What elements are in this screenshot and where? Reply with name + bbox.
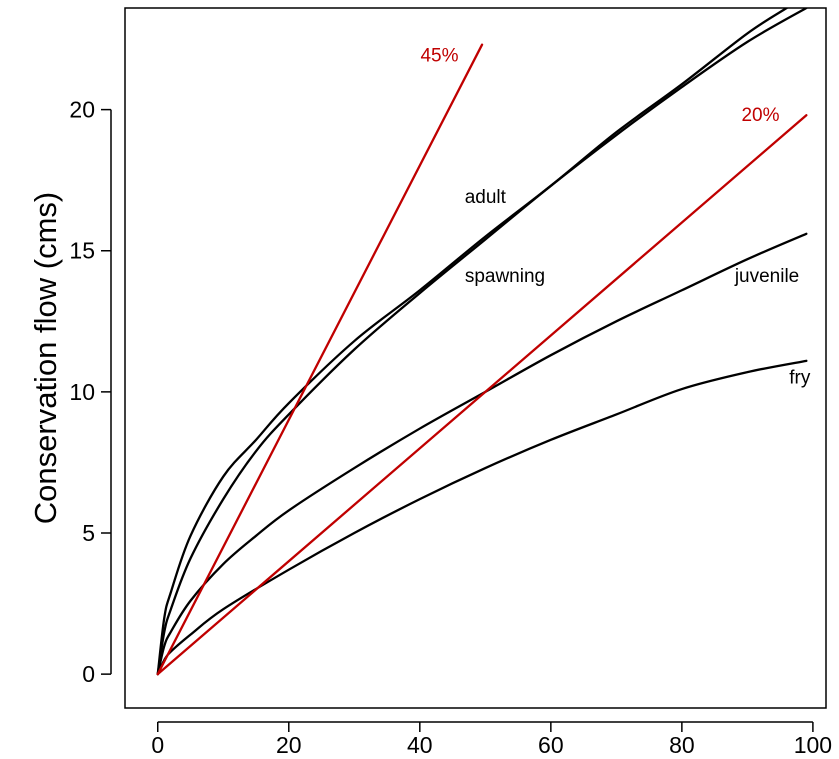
label-juvenile: juvenile (734, 266, 799, 287)
x-tick-label: 40 (407, 732, 433, 758)
label-spawning: spawning (465, 266, 545, 287)
x-tick-label: 20 (276, 732, 302, 758)
y-tick-label: 15 (69, 238, 95, 264)
x-tick-label: 60 (538, 732, 564, 758)
x-tick-label: 0 (151, 732, 164, 758)
series-line-45pct (156, 43, 484, 676)
x-tick-label: 100 (794, 732, 832, 758)
y-tick-label: 10 (69, 379, 95, 405)
annotation-layer: adult spawning juvenile fry 45% 20% (420, 46, 810, 389)
label-20pct: 20% (741, 105, 779, 126)
x-tick-label: 80 (669, 732, 695, 758)
y-axis: 0 5 10 15 20 (69, 97, 112, 687)
series-line-adult (156, 8, 788, 676)
series-layer (156, 8, 808, 676)
series-line-20pct (156, 114, 808, 676)
series-line-spawning (156, 8, 808, 676)
label-fry: fry (789, 367, 811, 388)
y-tick-label: 0 (82, 661, 95, 687)
label-adult: adult (465, 187, 507, 208)
label-45pct: 45% (420, 46, 458, 67)
y-tick-label: 5 (82, 520, 95, 546)
series-line-fry (156, 359, 808, 676)
x-axis: 0 20 40 60 80 100 (151, 721, 832, 758)
y-axis-title: Conservation flow (cms) (28, 192, 63, 524)
plot-frame (124, 7, 827, 709)
y-tick-label: 20 (69, 97, 95, 123)
series-line-juvenile (156, 232, 808, 676)
